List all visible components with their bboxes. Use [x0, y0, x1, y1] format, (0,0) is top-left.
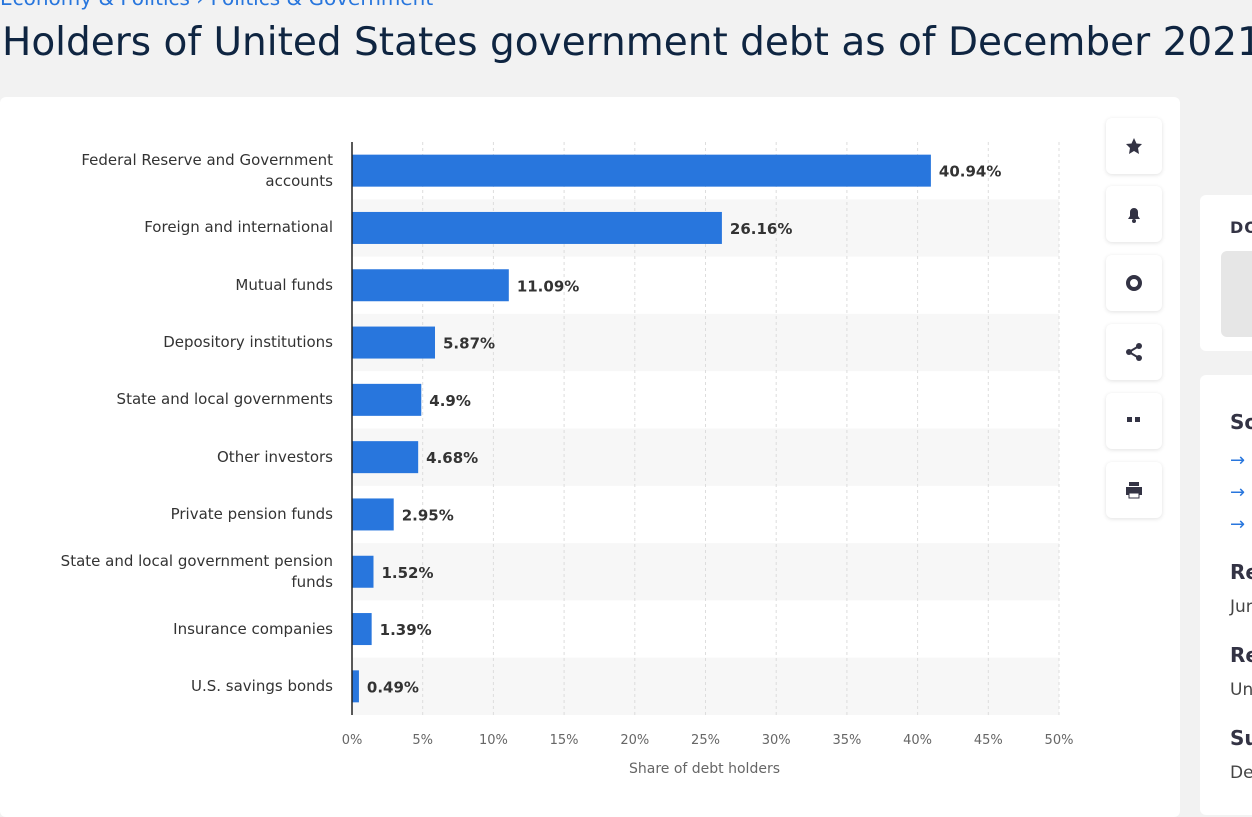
data-label: 2.95% [402, 506, 454, 524]
data-label: 1.39% [380, 621, 432, 639]
data-label: 1.52% [381, 564, 433, 582]
bar [352, 211, 722, 244]
category-label: Foreign and international [144, 218, 333, 237]
data-label: 40.94% [939, 163, 1001, 181]
category-label: Federal Reserve and Government accounts [81, 150, 333, 190]
panel-heading: Su [1230, 726, 1252, 750]
x-tick-label: 0% [342, 733, 363, 748]
x-tick-label: 20% [620, 733, 649, 748]
page-title: Holders of United States government debt… [2, 20, 1252, 65]
bar [352, 154, 931, 187]
x-tick-label: 30% [762, 733, 791, 748]
settings-button[interactable] [1106, 255, 1162, 311]
info-panel [1200, 375, 1252, 815]
x-tick-label: 10% [479, 733, 508, 748]
bar [352, 269, 509, 302]
category-label: State and local governments [116, 390, 333, 409]
category-label: Private pension funds [170, 504, 333, 523]
panel-heading: So [1230, 410, 1252, 434]
crumb-link[interactable]: Politics & Government [211, 0, 434, 10]
x-tick-label: 40% [903, 733, 932, 748]
cite-button[interactable] [1106, 393, 1162, 449]
data-label: 4.68% [426, 449, 478, 467]
panel-heading: DO [1230, 218, 1252, 237]
x-tick-label: 45% [974, 733, 1003, 748]
bar [352, 555, 374, 588]
bar [352, 383, 422, 416]
data-label: 0.49% [367, 678, 419, 696]
data-label: 4.9% [429, 392, 471, 410]
chart: 0% 5% 10% 15% 20% 25% 30% 35% 40% 45% 50% Share of … [342, 142, 1074, 777]
x-tick-label: 50% [1045, 733, 1074, 748]
category-label: Other investors [217, 447, 333, 466]
panel-text: De [1230, 763, 1252, 783]
print-button[interactable] [1106, 462, 1162, 518]
data-label: 5.87% [443, 335, 495, 353]
x-axis-title: Share of debt holders [629, 761, 780, 777]
favorite-button[interactable] [1106, 118, 1162, 174]
data-label: 26.16% [730, 220, 792, 238]
share-button[interactable] [1106, 324, 1162, 380]
panel-heading: Re [1230, 643, 1252, 667]
x-tick-label: 5% [412, 733, 433, 748]
x-tick-label: 15% [550, 733, 579, 748]
bar [352, 326, 436, 359]
breadcrumb: Economy & Politics › Politics & Governme… [0, 0, 433, 10]
category-label: State and local government pension funds [60, 551, 333, 591]
panel-heading: Re [1230, 560, 1252, 584]
bar [352, 670, 359, 703]
x-tick-label: 25% [691, 733, 720, 748]
source-links[interactable]: → → → [1230, 450, 1246, 535]
panel-text: Un [1230, 680, 1252, 700]
category-label: U.S. savings bonds [190, 676, 333, 695]
category-label: Mutual funds [235, 275, 333, 294]
alert-button[interactable] [1106, 186, 1162, 242]
row-stripe [352, 657, 1059, 715]
x-tick-label: 35% [832, 733, 861, 748]
download-box[interactable] [1221, 251, 1252, 337]
panel-text: Jun [1230, 597, 1252, 617]
bar [352, 498, 394, 531]
bar [352, 441, 419, 474]
bar [352, 613, 372, 646]
category-label: Insurance companies [173, 619, 333, 638]
data-label: 11.09% [517, 277, 579, 295]
crumb-link[interactable]: Economy & Politics [0, 0, 190, 10]
category-label: Depository institutions [163, 333, 333, 352]
